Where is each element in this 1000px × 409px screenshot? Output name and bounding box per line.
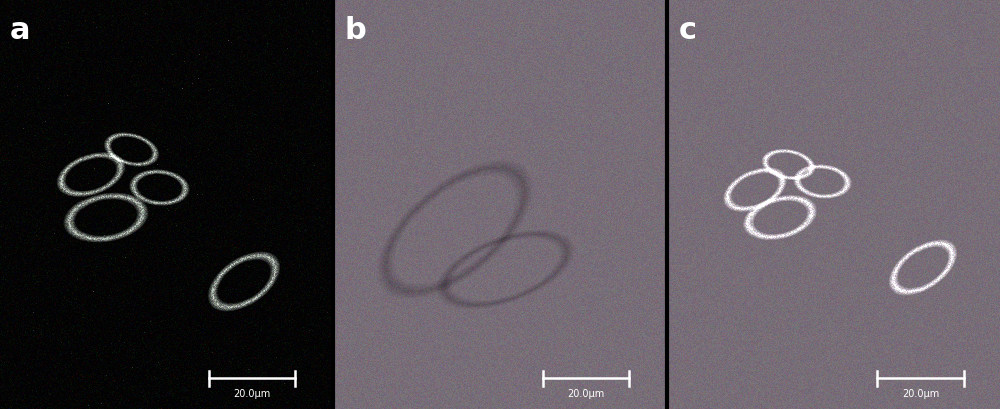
Text: 20.0μm: 20.0μm [233, 389, 270, 398]
Text: 20.0μm: 20.0μm [568, 389, 605, 398]
Text: b: b [344, 16, 366, 45]
Text: 20.0μm: 20.0μm [902, 389, 939, 398]
Text: a: a [10, 16, 30, 45]
Text: c: c [679, 16, 697, 45]
